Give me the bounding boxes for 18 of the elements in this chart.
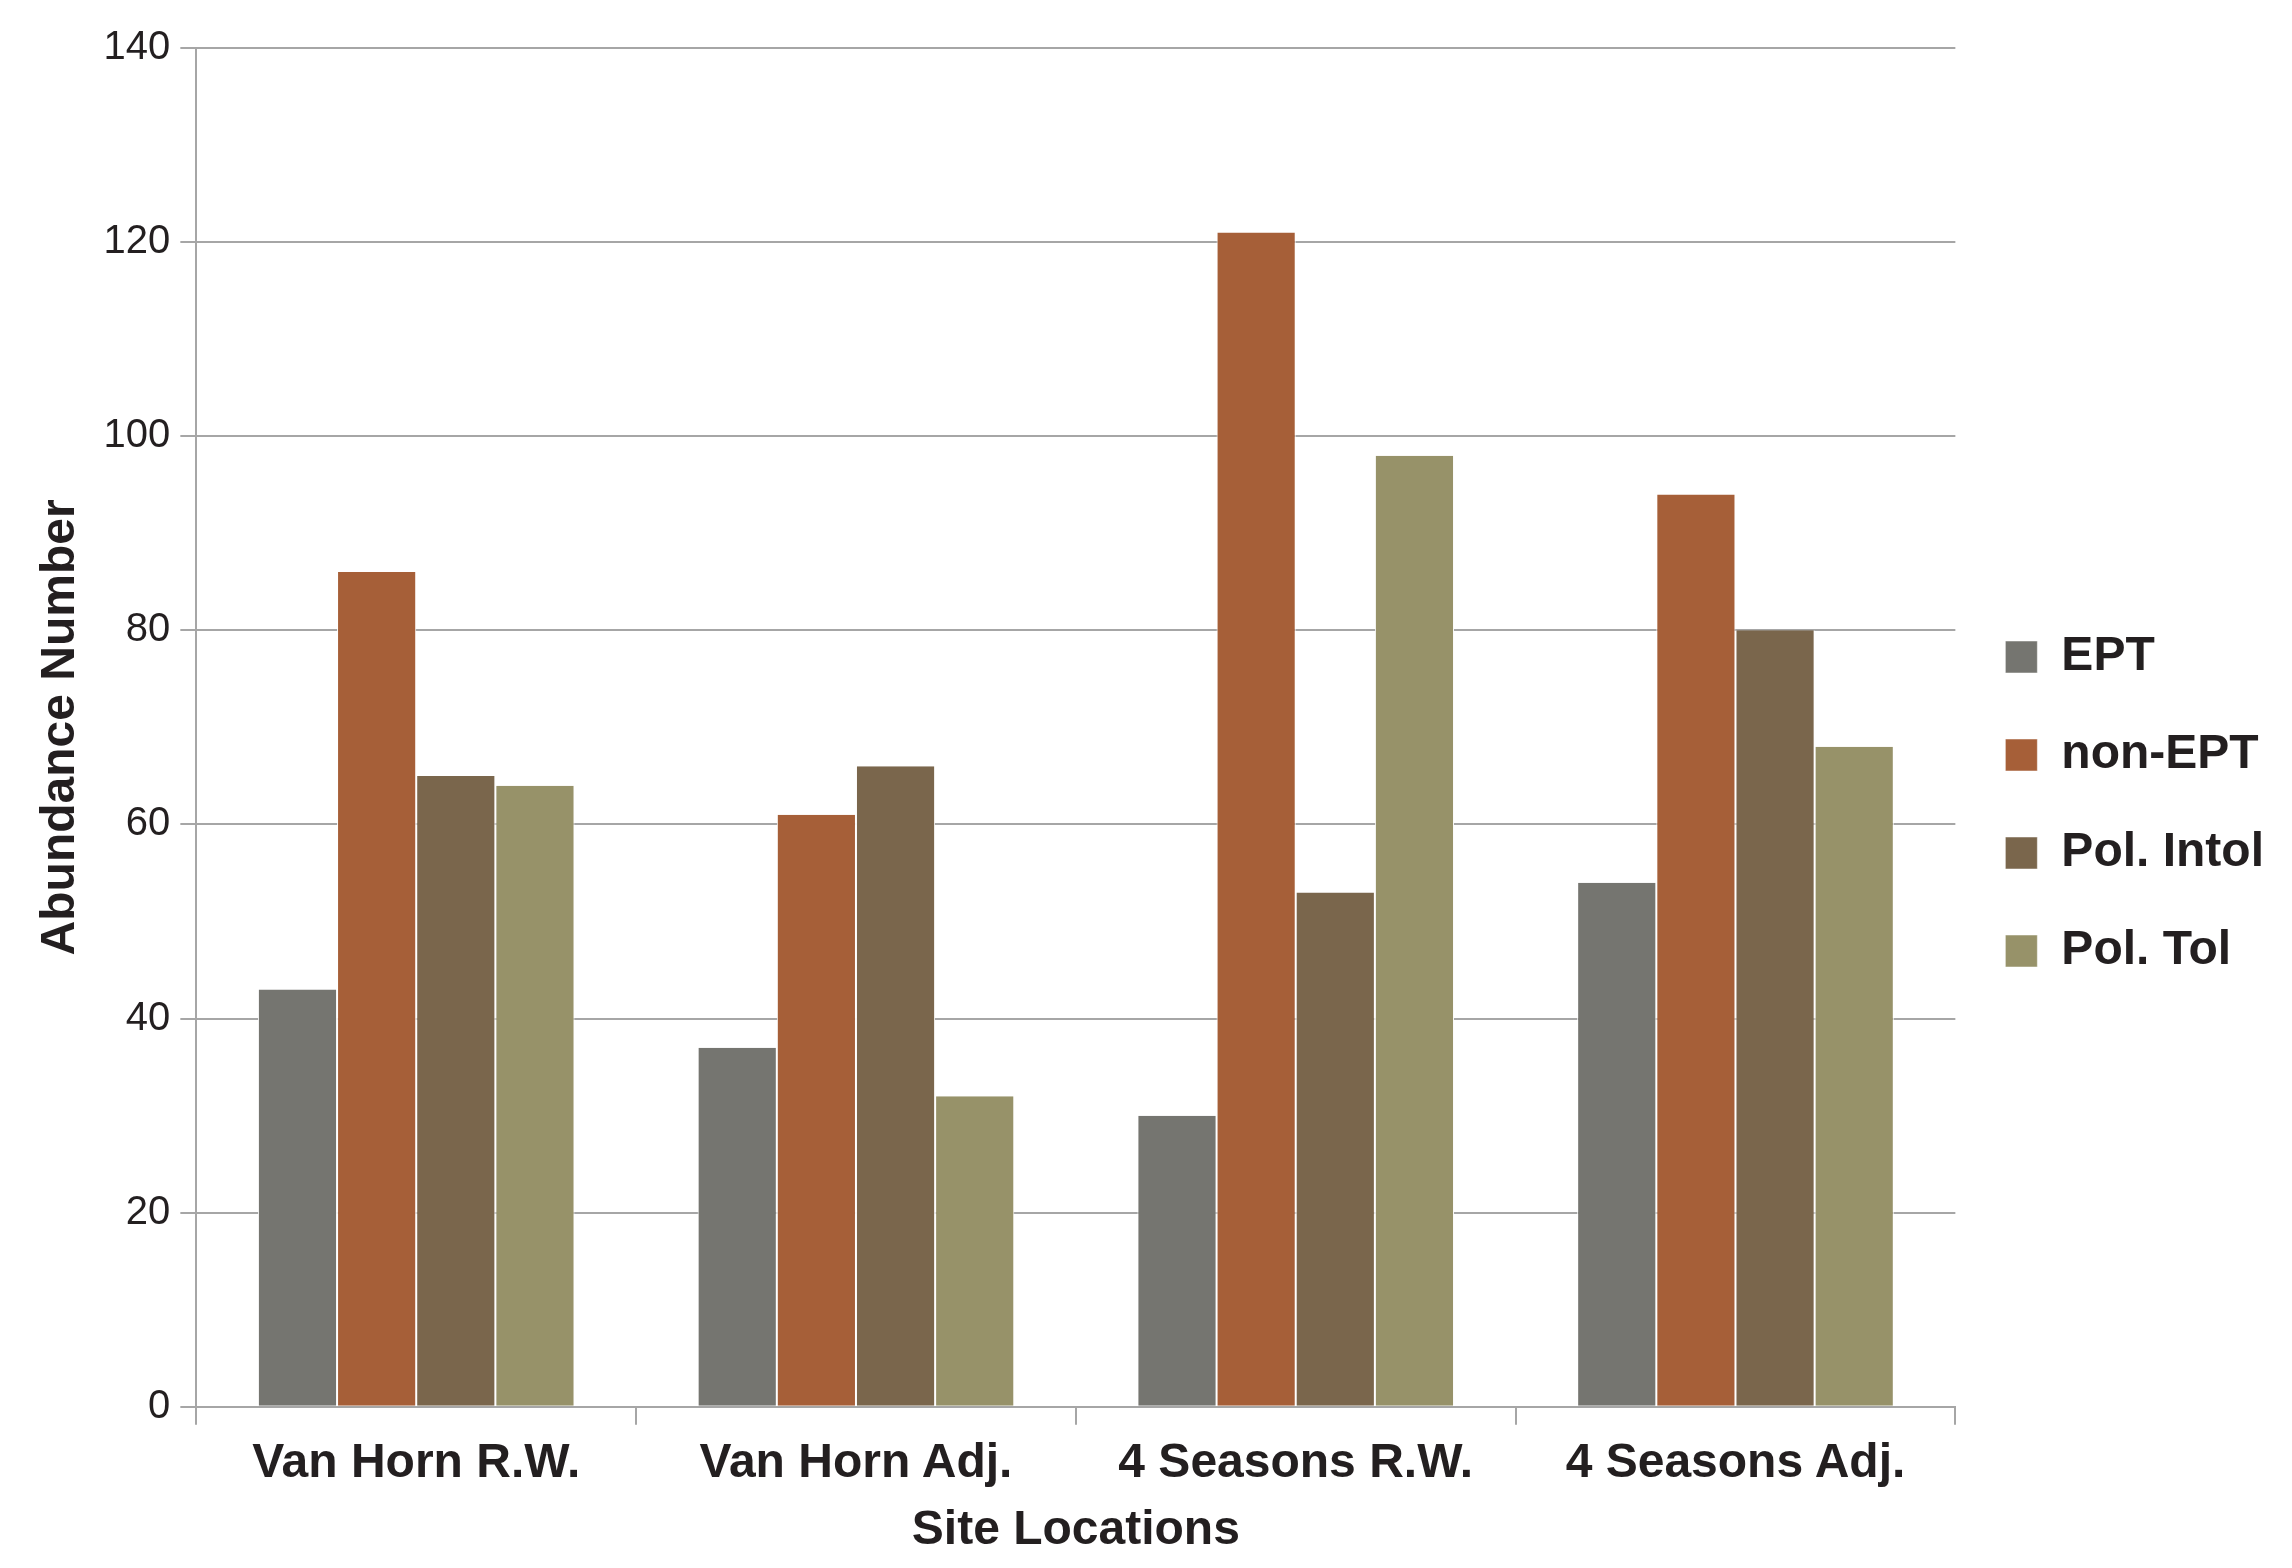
y-tick-label: 140 bbox=[103, 23, 171, 68]
y-tick-label: 60 bbox=[125, 799, 171, 844]
y-tick-label: 80 bbox=[125, 605, 171, 650]
y-tick-label: 0 bbox=[148, 1381, 171, 1426]
legend-label: EPT bbox=[2061, 627, 2155, 681]
x-tick-label: Van Horn Adj. bbox=[699, 1433, 1013, 1487]
y-tick-label: 40 bbox=[125, 993, 171, 1038]
legend-label: non-EPT bbox=[2061, 725, 2259, 779]
y-axis-title: Abundance Number bbox=[31, 499, 85, 956]
x-tick-label: 4 Seasons R.W. bbox=[1118, 1433, 1474, 1487]
x-axis-title: Site Locations bbox=[911, 1501, 1240, 1555]
y-tick-label: 20 bbox=[125, 1187, 171, 1232]
x-tick-label: 4 Seasons Adj. bbox=[1565, 1433, 1906, 1487]
x-tick-label: Van Horn R.W. bbox=[252, 1433, 581, 1487]
y-tick-label: 100 bbox=[103, 411, 171, 456]
y-tick-label: 120 bbox=[103, 217, 171, 262]
legend-label: Pol. Tol bbox=[2061, 921, 2232, 975]
legend-label: Pol. Intol bbox=[2061, 823, 2264, 877]
